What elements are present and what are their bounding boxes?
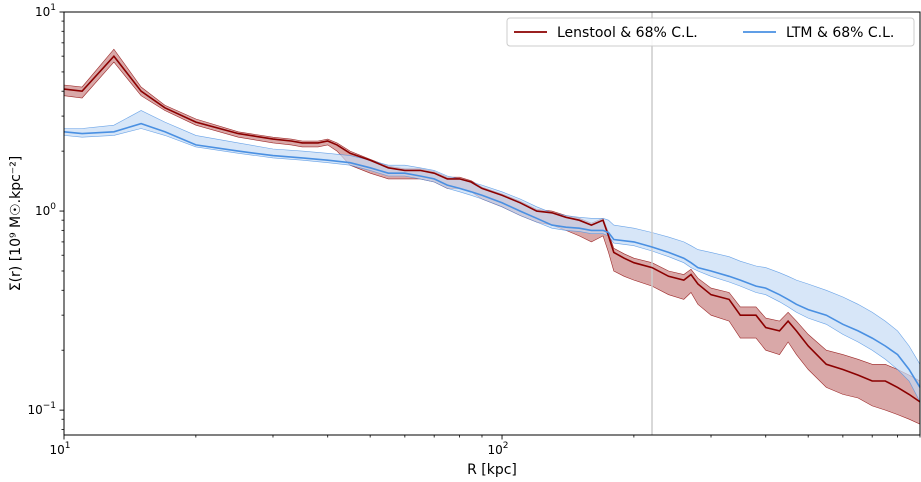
y-axis-label: Σ(r) [10⁹ M☉.kpc⁻²] [8,156,24,292]
y-tick-label: 101 [35,3,56,19]
line-series-1 [63,122,921,388]
line-series-0 [63,54,921,403]
x-tick-label: 102 [488,441,509,457]
y-tick-label: 100 [35,202,56,218]
band-series-0 [63,48,921,425]
x-tick-label: 101 [49,441,70,457]
legend-label-lenstool: Lenstool & 68% C.L. [557,25,698,41]
y-tick-label: 10−1 [27,401,56,417]
confidence-bands [63,48,921,425]
x-axis-ticks: 101 102 [49,435,921,457]
legend: Lenstool & 68% C.L. LTM & 68% C.L. [506,17,915,47]
series-lines [63,54,921,403]
plot-frame [63,11,921,436]
legend-label-ltm: LTM & 68% C.L. [786,25,894,41]
legend-box [506,17,915,47]
y-axis-ticks: 10−1 100 101 [27,3,64,430]
band-series-1 [63,110,921,403]
x-axis-label: R [kpc] [467,462,517,478]
